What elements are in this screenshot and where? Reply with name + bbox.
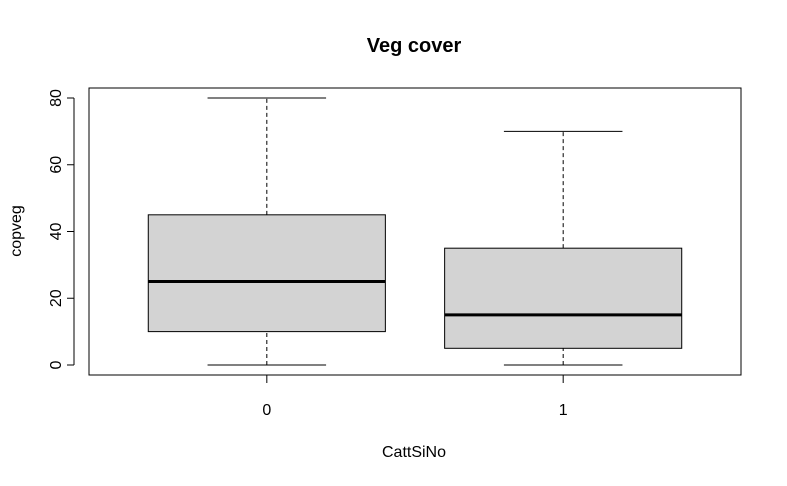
y-tick-label: 80 bbox=[48, 89, 65, 107]
chart-title: Veg cover bbox=[367, 35, 462, 57]
y-tick-label: 40 bbox=[48, 223, 65, 241]
y-tick-label: 0 bbox=[48, 360, 65, 369]
box-series bbox=[147, 97, 683, 366]
x-axis-label: CattSiNo bbox=[382, 444, 446, 461]
iqr-box bbox=[147, 214, 386, 333]
iqr-box bbox=[444, 247, 683, 349]
box-1 bbox=[444, 130, 683, 366]
x-tick-label: 1 bbox=[559, 402, 568, 419]
y-tick-label: 20 bbox=[48, 289, 65, 307]
y-axis-label: copveg bbox=[8, 205, 25, 257]
y-axis: 0 20 40 60 80 bbox=[48, 89, 75, 369]
plot-frame bbox=[88, 87, 742, 376]
x-tick-label: 0 bbox=[262, 402, 271, 419]
y-tick-label: 60 bbox=[48, 156, 65, 174]
box-0 bbox=[147, 97, 386, 366]
